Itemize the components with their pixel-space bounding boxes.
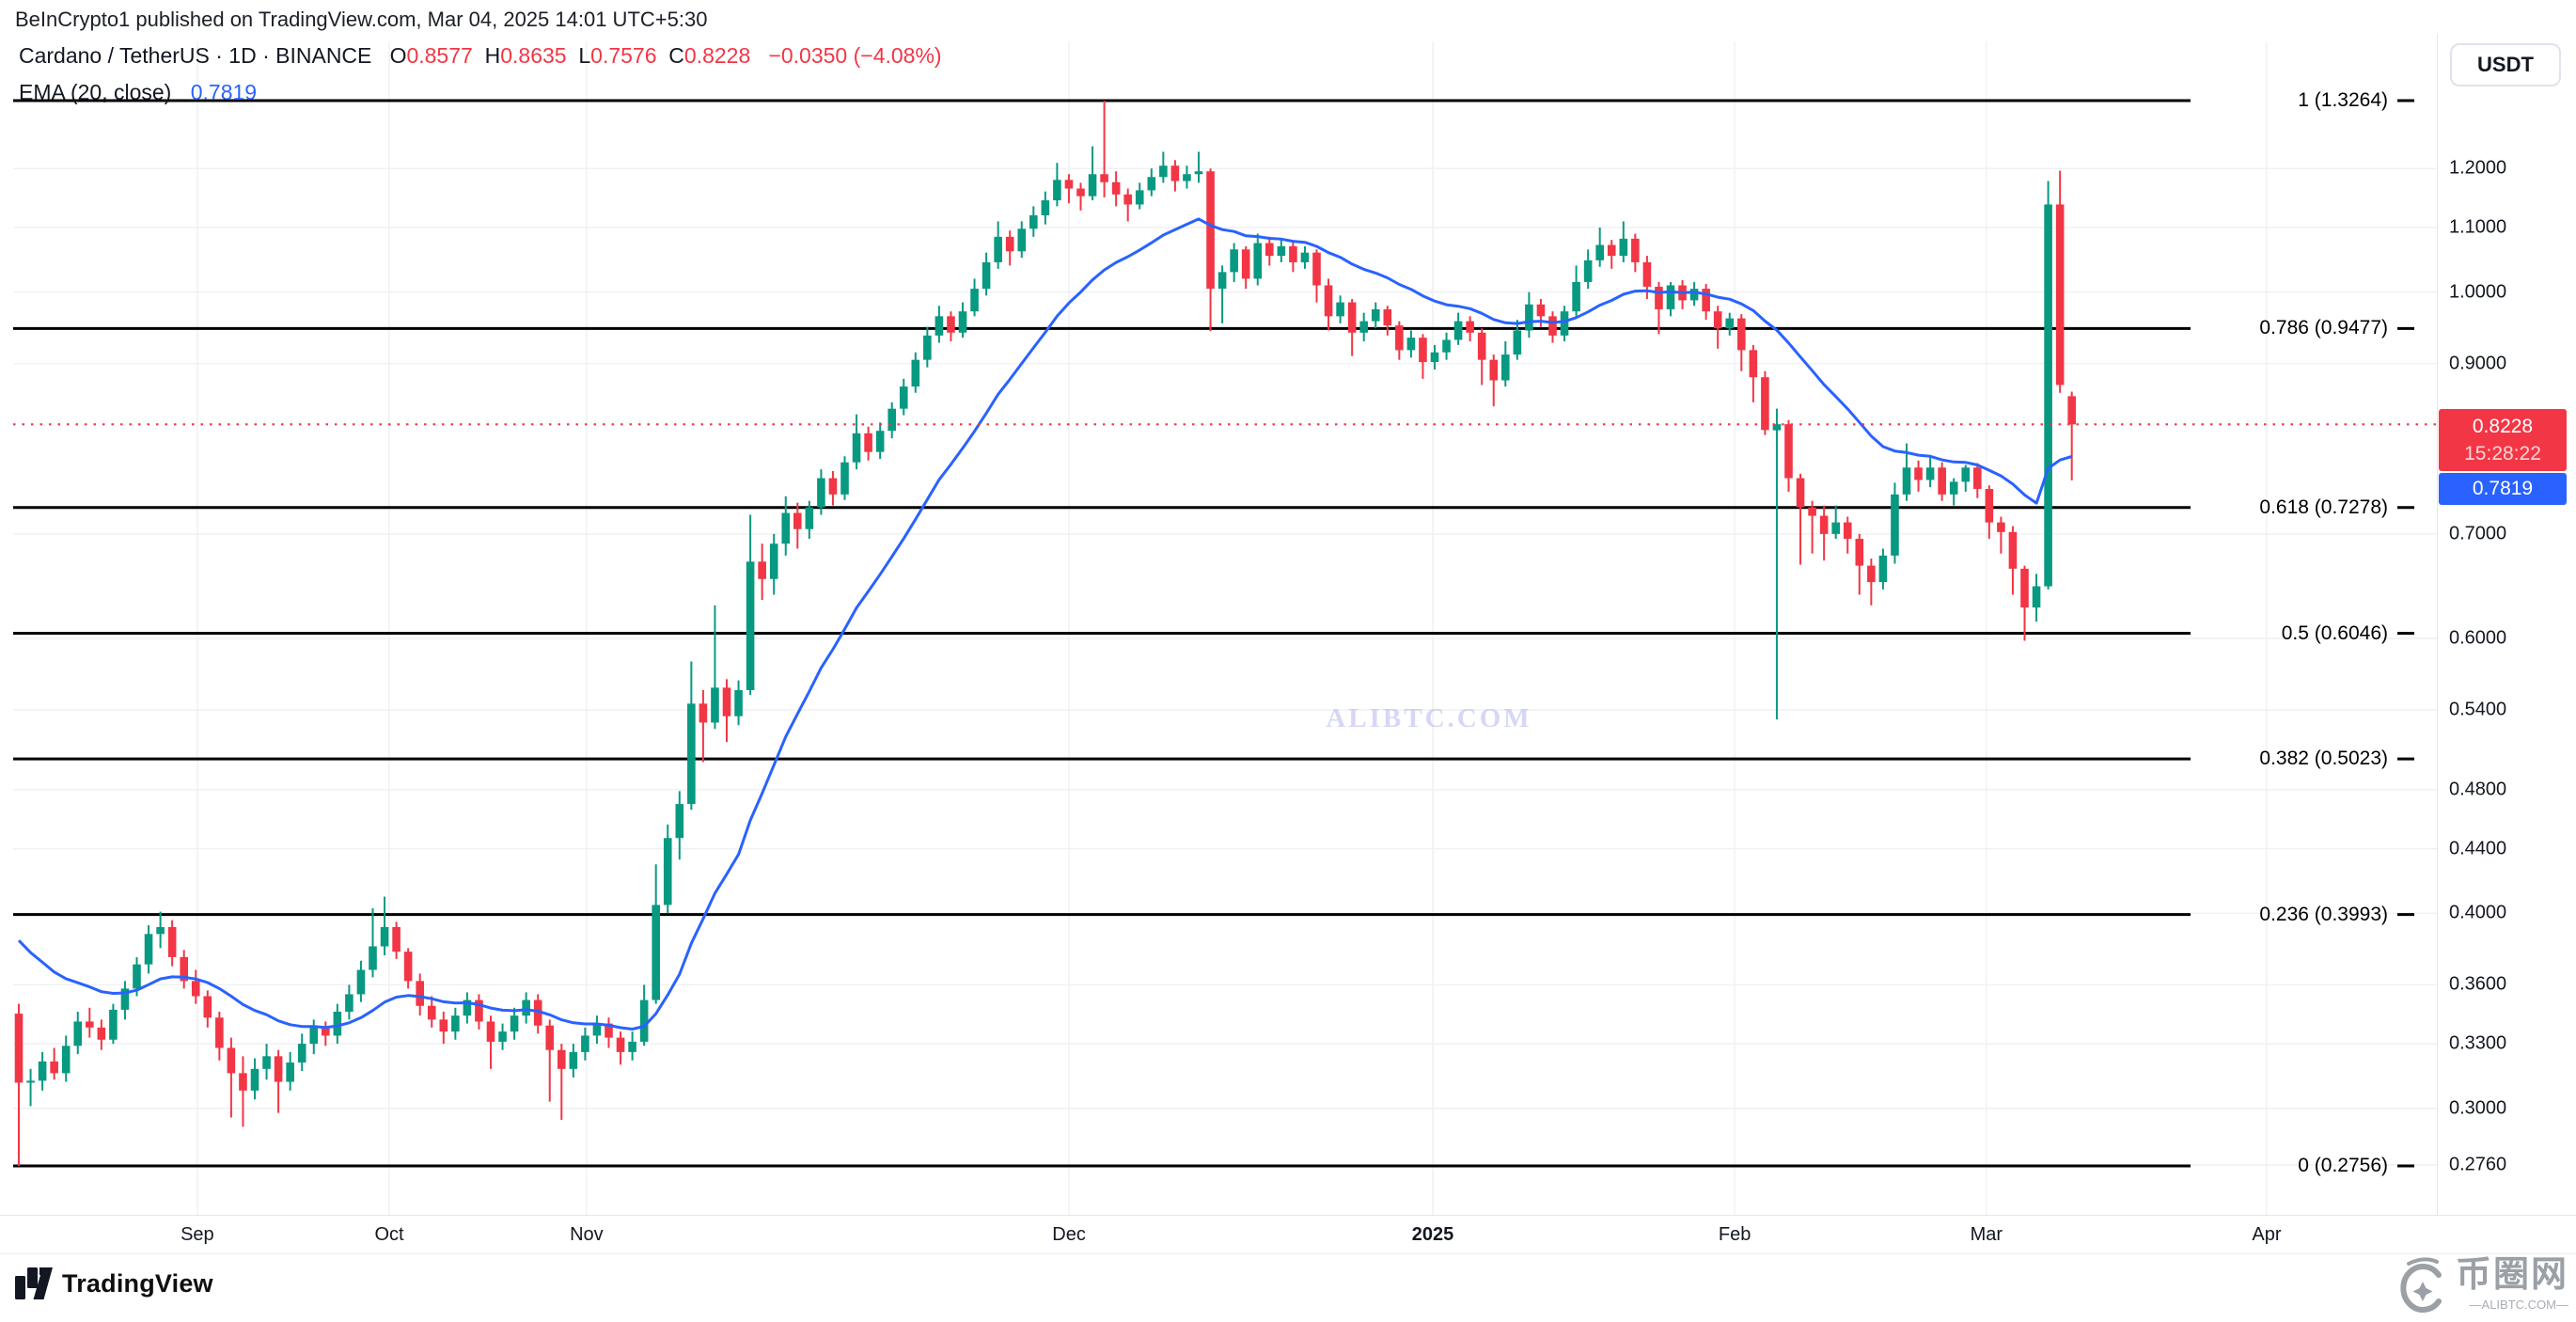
price-tick-label: 0.3300 <box>2449 1032 2507 1054</box>
price-tick-label: 0.4800 <box>2449 779 2507 800</box>
footer: TradingView <box>0 1254 2576 1322</box>
indicator-value: 0.7819 <box>190 80 258 104</box>
fib-level-label: 0.5 (0.6046) <box>2281 622 2388 644</box>
price-tick-label: 0.7000 <box>2449 523 2507 544</box>
time-tick-label: Oct <box>374 1224 404 1245</box>
time-tick-label: Sep <box>181 1224 214 1245</box>
time-tick-label: 2025 <box>1411 1224 1454 1245</box>
time-tick-label: Nov <box>570 1224 604 1245</box>
price-tick-label: 0.2760 <box>2449 1154 2507 1175</box>
currency-label: USDT <box>2477 53 2534 76</box>
price-tick-label: 0.3600 <box>2449 973 2507 995</box>
last-price-value: 0.8228 <box>2472 416 2534 437</box>
time-tick-label: Feb <box>1718 1224 1751 1245</box>
coin-logo-icon <box>2395 1256 2450 1314</box>
currency-toggle-button[interactable]: USDT <box>2450 43 2561 87</box>
price-tick-label: 1.2000 <box>2449 157 2507 179</box>
publisher-attribution: BeInCrypto1 published on TradingView.com… <box>15 8 708 31</box>
tradingview-logo-text: TradingView <box>62 1268 213 1298</box>
fib-level-label: 0.236 (0.3993) <box>2259 903 2388 925</box>
price-tick-label: 1.1000 <box>2449 216 2507 238</box>
symbol-title: Cardano / TetherUS · 1D · BINANCE <box>19 43 372 68</box>
price-tick-label: 0.9000 <box>2449 353 2507 374</box>
corner-watermark: 币圈网 —ALIBTC.COM— <box>2395 1256 2568 1314</box>
center-watermark: ALIBTC.COM <box>1326 703 1532 733</box>
tradingview-logo[interactable]: TradingView <box>15 1267 213 1299</box>
ohlc-values: O0.8577 H0.8635 L0.7576 C0.8228 −0.0350 … <box>389 43 942 68</box>
price-tick-label: 0.4000 <box>2449 902 2507 923</box>
time-axis[interactable]: Sep Oct Nov Dec 2025 Feb Mar Apr <box>0 1215 2576 1254</box>
price-tick-label: 0.3000 <box>2449 1097 2507 1119</box>
price-tick-label: 0.4400 <box>2449 838 2507 859</box>
price-tick-label: 1.0000 <box>2449 281 2507 303</box>
corner-watermark-site: 币圈网 <box>2455 1255 2568 1295</box>
indicator-label: EMA (20, close) <box>19 80 172 104</box>
fib-level-label: 0.382 (0.5023) <box>2259 748 2388 770</box>
price-tick-label: 0.5400 <box>2449 699 2507 720</box>
fib-level-label: 1 (1.3264) <box>2298 89 2388 111</box>
time-tick-label: Apr <box>2252 1224 2282 1245</box>
ema-price-badge[interactable]: 0.7819 <box>2439 473 2567 505</box>
symbol-legend-row[interactable]: Cardano / TetherUS · 1D · BINANCE O0.857… <box>19 43 942 69</box>
price-axis[interactable]: 1.2000 1.1000 1.0000 0.9000 0.7000 0.6000 0.54… <box>2437 34 2576 1215</box>
time-tick-label: Dec <box>1052 1224 1086 1245</box>
price-tick-label: 0.6000 <box>2449 627 2507 649</box>
fib-level-label: 0 (0.2756) <box>2298 1155 2388 1176</box>
ema-legend-row[interactable]: EMA (20, close) 0.7819 <box>19 80 942 105</box>
chart-legend: Cardano / TetherUS · 1D · BINANCE O0.857… <box>19 43 942 105</box>
bar-countdown: 15:28:22 <box>2464 443 2541 464</box>
tradingview-logo-icon <box>15 1267 53 1299</box>
last-price-badge[interactable]: 0.8228 15:28:22 <box>2439 409 2567 471</box>
fib-level-label: 0.786 (0.9477) <box>2259 317 2388 339</box>
fib-level-label: 0.618 (0.7278) <box>2259 496 2388 518</box>
ema-badge-value: 0.7819 <box>2472 478 2534 499</box>
time-tick-label: Mar <box>1970 1224 2003 1245</box>
corner-watermark-subtext: —ALIBTC.COM— <box>2469 1298 2568 1312</box>
